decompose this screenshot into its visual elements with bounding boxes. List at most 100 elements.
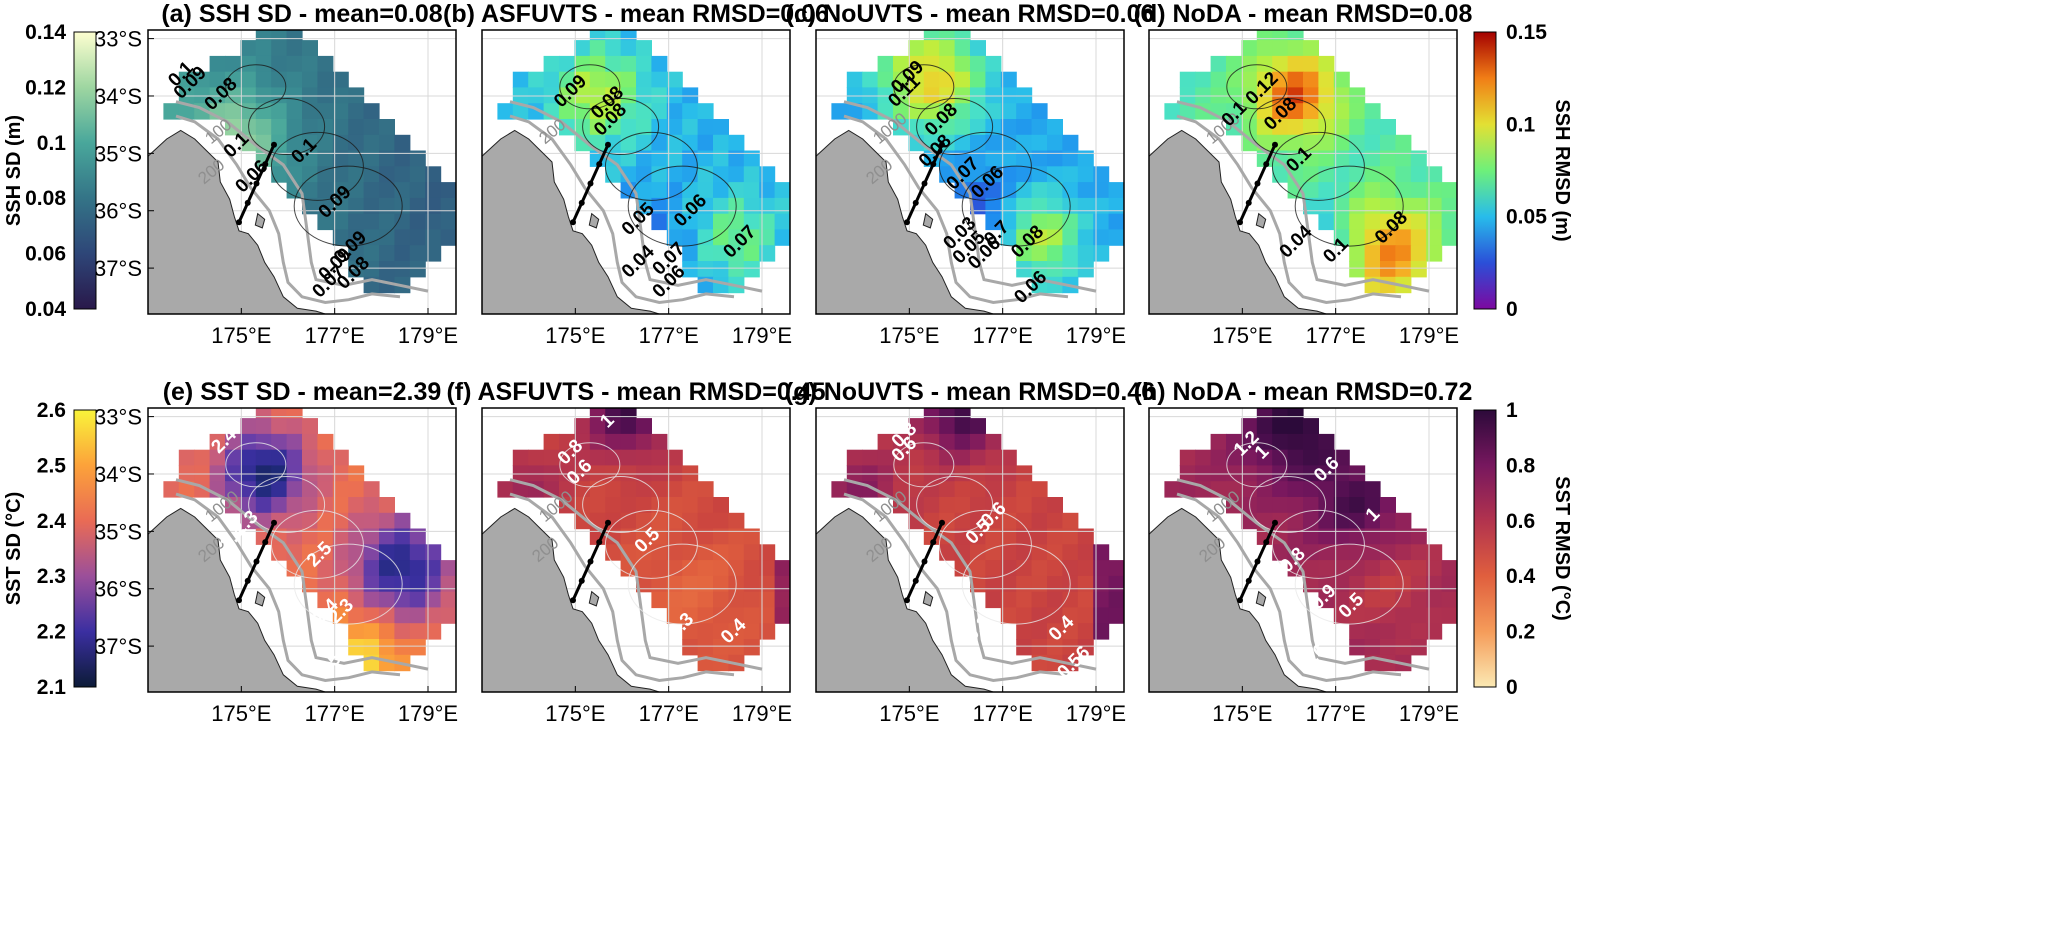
heatmap-cell — [255, 449, 272, 467]
panel-title: (f) ASFUVTS - mean RMSD=0.45 — [446, 378, 825, 406]
heatmap-cell — [923, 449, 940, 467]
contour-line — [627, 165, 737, 247]
heatmap-cell — [317, 71, 334, 89]
heatmap-cell — [713, 497, 729, 514]
heatmap-cell — [302, 134, 318, 152]
heatmap-cell — [1395, 512, 1412, 530]
heatmap-cell — [1062, 528, 1079, 545]
heatmap-cell — [697, 197, 714, 215]
heatmap-cell — [1364, 103, 1381, 120]
heatmap-cell — [332, 497, 349, 514]
heatmap-cell — [348, 182, 365, 199]
heatmap-cell — [636, 40, 652, 57]
transect-station — [939, 141, 945, 148]
panel-frame — [1148, 407, 1458, 693]
land-mass — [148, 129, 328, 314]
heatmap-cell — [697, 575, 714, 593]
heatmap-cell — [225, 71, 241, 89]
heatmap-cell — [589, 71, 606, 89]
contour-line — [1294, 543, 1404, 625]
heatmap-cell — [589, 55, 606, 73]
heatmap-cell — [636, 182, 652, 199]
heatmap-cell — [682, 607, 699, 624]
heatmap-cell — [302, 512, 318, 530]
contour-line — [293, 543, 403, 625]
heatmap-cell — [1000, 71, 1017, 89]
island — [588, 212, 600, 229]
heatmap-cell — [271, 497, 288, 514]
contour-line — [248, 98, 326, 156]
heatmap-cell — [620, 119, 637, 136]
heatmap-cell — [605, 449, 622, 467]
heatmap-cell — [574, 55, 591, 73]
heatmap-cell — [1062, 623, 1079, 640]
heatmap-cell — [1272, 408, 1289, 419]
heatmap-cell — [713, 591, 729, 609]
heatmap-cell — [743, 623, 760, 640]
heatmap-cell — [1457, 576, 1473, 592]
heatmap-cell — [954, 433, 971, 451]
heatmap-cell — [713, 150, 729, 167]
land-mass — [148, 507, 328, 692]
heatmap-cell — [1047, 182, 1063, 199]
heatmap-cell — [970, 71, 986, 89]
heatmap-cell — [908, 71, 925, 89]
isobath-200 — [175, 492, 401, 683]
heatmap-cell — [456, 576, 472, 592]
heatmap-cell — [605, 481, 622, 498]
heatmap-cell — [589, 30, 606, 41]
heatmap-cell — [348, 607, 365, 624]
heatmap-cell — [923, 408, 940, 419]
heatmap-cell — [713, 623, 729, 640]
heatmap-cell — [682, 575, 699, 593]
y-tick-label: 34°S — [94, 84, 142, 109]
heatmap-cell — [332, 575, 349, 593]
heatmap-cell — [790, 198, 806, 214]
heatmap-cell — [1303, 150, 1319, 167]
heatmap-cell — [605, 103, 622, 120]
x-tick-label: 175°E — [545, 701, 605, 726]
land-mass — [482, 129, 662, 314]
heatmap-cell — [1410, 197, 1427, 215]
contour-line — [582, 98, 660, 156]
transect-station — [930, 539, 937, 546]
heatmap-cell — [1000, 103, 1017, 120]
panel-c: 10002000.090.110.080.080.070.060.030.050… — [786, 0, 1155, 348]
panel-title: (a) SSH SD - mean=0.08 — [161, 0, 442, 28]
heatmap-cell — [1380, 197, 1396, 215]
heatmap-cell — [425, 560, 442, 577]
heatmap-cell — [1179, 103, 1196, 120]
transect-station — [1272, 519, 1278, 526]
heatmap-cell — [970, 182, 986, 199]
heatmap-cell — [970, 433, 986, 451]
heatmap-cell — [620, 71, 637, 89]
heatmap-cell — [923, 119, 940, 136]
heatmap-cell — [970, 103, 986, 120]
heatmap-cell — [1093, 560, 1110, 577]
heatmap-cell — [743, 150, 760, 167]
heatmap-cell — [1287, 408, 1304, 419]
heatmap-cell — [908, 433, 925, 451]
heatmap-cell — [728, 166, 745, 183]
contour-line — [225, 64, 287, 110]
transect-station — [578, 199, 585, 206]
heatmap-cell — [379, 134, 395, 152]
heatmap-cell — [425, 229, 442, 246]
heatmap-cell — [939, 481, 956, 498]
heatmap-cell — [363, 103, 380, 120]
transect-station — [244, 577, 251, 584]
land-mass — [482, 507, 662, 692]
colorbar-tick-label: 0.12 — [25, 76, 66, 99]
heatmap-cell — [332, 213, 349, 231]
heatmap-cell — [666, 528, 683, 545]
heatmap-cell — [682, 213, 699, 231]
heatmap-cell — [559, 481, 575, 498]
heatmap-cell — [651, 150, 668, 167]
heatmap-cell — [682, 182, 699, 199]
heatmap-cell — [1410, 166, 1427, 183]
heatmap-cell — [255, 433, 272, 451]
heatmap-cell — [743, 182, 760, 199]
y-tick-label: 37°S — [94, 256, 142, 281]
heatmap-cell — [1364, 591, 1381, 609]
heatmap-cell — [605, 433, 622, 451]
